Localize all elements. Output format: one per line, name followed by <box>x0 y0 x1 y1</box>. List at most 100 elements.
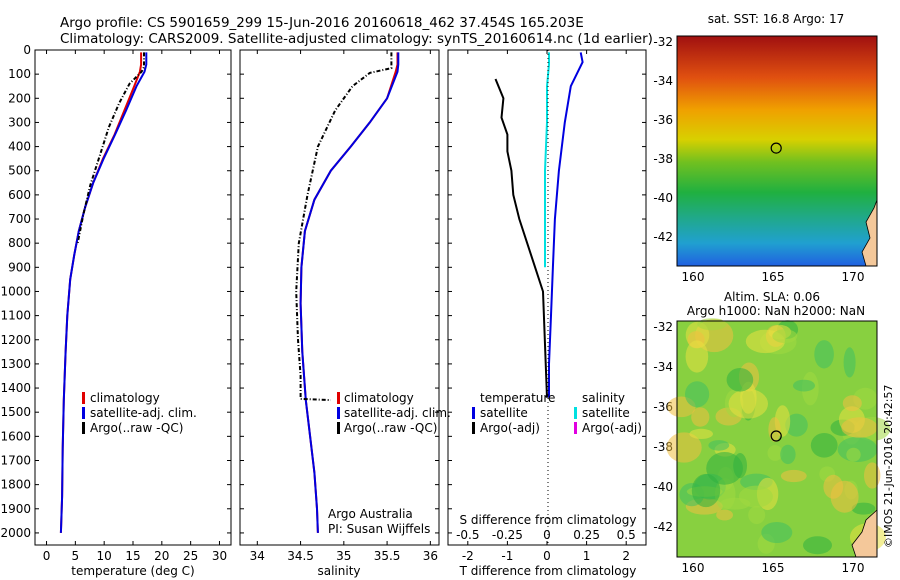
legend-swatch-climatology <box>82 392 85 404</box>
y-tick-label: 1700 <box>0 453 31 467</box>
map-texture <box>726 368 754 392</box>
series-line <box>548 52 584 398</box>
series-line <box>299 52 399 533</box>
map-texture <box>714 478 736 511</box>
x-tick-label: 0 <box>43 549 51 563</box>
legend-swatch-satellite <box>82 407 85 419</box>
map-x-tick-label: 165 <box>762 270 785 284</box>
y-tick-label: 400 <box>8 140 31 154</box>
map-texture <box>691 473 721 508</box>
map-texture <box>666 432 702 463</box>
temperature-axis-label: temperature (deg C) <box>71 564 194 578</box>
legend-swatch-t-argo <box>472 422 475 434</box>
map-texture <box>810 433 838 458</box>
map-y-tick-label: -40 <box>653 480 673 494</box>
legend-label-argo: Argo(..raw -QC) <box>344 421 437 435</box>
y-tick-label: 200 <box>8 91 31 105</box>
map-texture <box>697 318 727 331</box>
map-texture <box>728 389 768 419</box>
title-line-1: Argo profile: CS 5901659_299 15-Jun-2016… <box>60 15 584 31</box>
x-tick-label: 36 <box>423 549 438 563</box>
series-line <box>76 52 145 244</box>
x-tick-label: 35.5 <box>374 549 401 563</box>
series-line <box>295 52 393 402</box>
series-line <box>299 52 400 533</box>
sst-map <box>676 35 878 267</box>
legend-label-s-satellite: satellite <box>582 406 630 420</box>
series-line <box>59 52 148 533</box>
sst-map-title: sat. SST: 16.8 Argo: 17 <box>708 12 845 26</box>
map-y-tick-label: -38 <box>653 152 673 166</box>
series-line <box>59 52 143 533</box>
map-texture <box>761 522 793 543</box>
map-x-tick-label: 170 <box>842 561 865 575</box>
temperature-legend: climatology satellite-adj. clim. Argo(..… <box>82 391 197 435</box>
x-tick-label: -1 <box>501 549 513 563</box>
map-texture <box>706 452 743 485</box>
y-tick-label: 1200 <box>0 333 31 347</box>
x-tick-label: 30 <box>212 549 227 563</box>
argo-position-marker <box>770 142 782 154</box>
map-texture <box>803 536 832 555</box>
map-texture <box>689 428 713 439</box>
pi-label: PI: Susan Wijffels <box>328 522 430 536</box>
x-tick-label: 35 <box>336 549 351 563</box>
map-y-tick-label: -32 <box>653 320 673 334</box>
map-x-tick-label: 165 <box>762 561 785 575</box>
sla-map-title-2: Argo h1000: NaN h2000: NaN <box>687 304 865 318</box>
y-tick-label: 1800 <box>0 478 31 492</box>
y-tick-label: 0 <box>23 43 31 57</box>
x-tick-label: 34 <box>250 549 265 563</box>
tick-layer: 0100200300400500600700800900100011001200… <box>0 35 864 575</box>
legend-label-climatology: climatology <box>344 391 414 405</box>
y-tick-label: 300 <box>8 115 31 129</box>
x-tick-label: 20 <box>154 549 169 563</box>
credit-label: Argo Australia <box>328 507 413 521</box>
legend-swatch-t-satellite <box>472 407 475 419</box>
x-tick-label: 34.5 <box>287 549 314 563</box>
x-top-tick-label: -0.5 <box>456 528 479 542</box>
y-tick-label: 2000 <box>0 526 31 540</box>
y-tick-label: 100 <box>8 67 31 81</box>
map-texture <box>768 417 781 442</box>
map-texture <box>846 447 861 462</box>
x-tick-label: -2 <box>462 549 474 563</box>
series-layer <box>59 52 584 533</box>
legend-swatch-s-satellite <box>574 407 577 419</box>
x-tick-label: 10 <box>97 549 112 563</box>
map-texture <box>691 407 710 427</box>
map-texture <box>780 444 796 465</box>
map-texture <box>814 340 834 369</box>
y-tick-label: 1600 <box>0 429 31 443</box>
map-texture <box>864 462 881 489</box>
map-texture <box>733 453 747 479</box>
map-texture <box>785 413 808 437</box>
map-texture <box>841 417 878 438</box>
y-tick-label: 900 <box>8 260 31 274</box>
legend-label-satellite: satellite-adj. clim. <box>90 406 197 420</box>
salinity-axes <box>239 49 440 546</box>
legend-label-t-argo: Argo(-adj) <box>480 421 540 435</box>
y-tick-label: 1000 <box>0 284 31 298</box>
map-y-tick-label: -42 <box>653 230 673 244</box>
map-x-tick-label: 160 <box>682 270 705 284</box>
x-tick-label: 15 <box>125 549 140 563</box>
legend-label-argo: Argo(..raw -QC) <box>90 421 183 435</box>
sla-map <box>666 318 891 558</box>
legend-swatch-argo <box>337 422 340 434</box>
x-top-tick-label: -0.25 <box>492 528 523 542</box>
map-y-tick-label: -40 <box>653 191 673 205</box>
y-tick-label: 600 <box>8 188 31 202</box>
salinity-legend: climatology satellite-adj. clim. Argo(..… <box>337 391 451 435</box>
s-diff-axis-label: S difference from climatology <box>460 513 637 527</box>
legend-label-climatology: climatology <box>90 391 160 405</box>
map-x-tick-label: 160 <box>682 561 705 575</box>
x-top-tick-label: 0.5 <box>617 528 636 542</box>
map-texture <box>842 395 862 412</box>
series-line <box>544 52 550 268</box>
legend-label-s-argo: Argo(-adj) <box>582 421 642 435</box>
timestamp-stamp: ©IMOS 21-Jun-2016 20:42:57 <box>882 384 895 548</box>
y-tick-label: 800 <box>8 236 31 250</box>
sla-map-title-1: Altim. SLA: 0.06 <box>724 290 820 304</box>
